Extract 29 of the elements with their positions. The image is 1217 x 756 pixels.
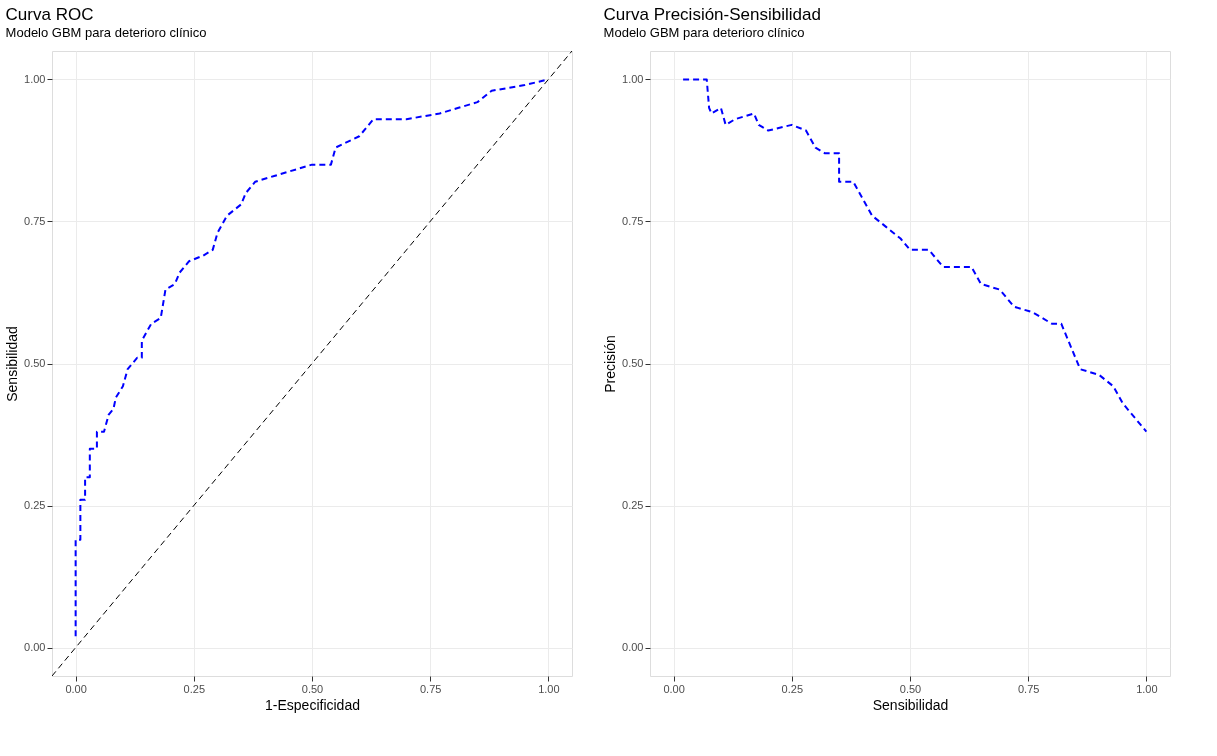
chart-title: Curva Precisión-Sensibilidad xyxy=(603,5,821,24)
y-tick-label: 0.00 xyxy=(24,641,46,654)
x-tick-label: 0.00 xyxy=(663,682,685,695)
x-tick-label: 1.00 xyxy=(1136,682,1158,695)
y-tick-label: 0.25 xyxy=(622,499,644,512)
chart-title: Curva ROC xyxy=(5,5,94,24)
y-tick-label: 0.25 xyxy=(24,499,46,512)
y-axis-title: Sensibilidad xyxy=(4,326,21,402)
line-series xyxy=(682,78,1148,433)
y-tick-label: 0.75 xyxy=(24,214,46,227)
y-tick-label: 0.50 xyxy=(24,357,46,369)
y-tick-label: 1.00 xyxy=(622,72,644,85)
x-tick-label: 0.25 xyxy=(183,682,206,695)
chart-subtitle: Modelo GBM para deterioro clínico xyxy=(603,25,805,40)
x-tick-label: 0.75 xyxy=(1017,682,1040,695)
x-axis-title: 1-Especificidad xyxy=(265,696,360,713)
x-tick-label: 0.25 xyxy=(781,682,804,695)
y-tick-label: 1.00 xyxy=(24,72,46,85)
y-axis-title: Precisión xyxy=(602,335,619,393)
x-tick-label: 1.00 xyxy=(538,682,560,695)
x-tick-label: 0.00 xyxy=(65,682,87,695)
x-tick-label: 0.75 xyxy=(419,682,442,695)
chart-subtitle: Modelo GBM para deterioro clínico xyxy=(5,25,207,40)
y-tick-label: 0.75 xyxy=(622,214,644,227)
x-axis-title: Sensibilidad xyxy=(872,696,949,713)
x-tick-label: 0.50 xyxy=(899,682,922,695)
y-tick-label: 0.50 xyxy=(622,357,644,369)
y-tick-label: 0.00 xyxy=(622,641,644,654)
x-tick-label: 0.50 xyxy=(301,682,324,695)
